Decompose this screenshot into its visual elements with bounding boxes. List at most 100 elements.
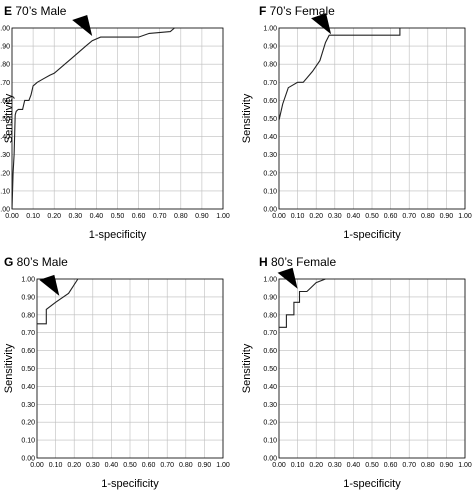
y-tick-label: 0.20	[0, 170, 10, 177]
x-tick-label: 0.90	[440, 213, 454, 220]
x-tick-label: 0.70	[402, 213, 416, 220]
y-tick-label: 0.50	[263, 116, 277, 123]
y-tick-label: 0.50	[21, 366, 35, 373]
panel-letter: G	[4, 255, 17, 269]
plot-frame	[36, 278, 224, 459]
x-tick-label: 0.40	[347, 213, 361, 220]
x-tick-label: 0.70	[160, 462, 174, 469]
y-tick-label: 0.40	[263, 384, 277, 391]
y-tick-label: 0.30	[263, 152, 277, 159]
y-tick-label: 0.70	[263, 80, 277, 87]
panel-title: 70’s Female	[270, 4, 335, 18]
y-tick-label: 0.00	[0, 207, 10, 214]
x-tick-label: 0.20	[309, 462, 323, 469]
y-tick-label: 0.40	[21, 384, 35, 391]
y-tick-label: 0.90	[263, 44, 277, 51]
x-tick-label: 0.10	[26, 213, 40, 220]
x-tick-label: 0.90	[195, 213, 209, 220]
cutoff-arrow-icon	[39, 274, 60, 296]
x-tick-label: 0.60	[142, 462, 156, 469]
panel-letter: E	[4, 4, 15, 18]
x-tick-label: 0.00	[30, 462, 44, 469]
x-tick-label: 0.40	[90, 213, 104, 220]
y-tick-label: 0.80	[0, 62, 10, 69]
y-axis-title: Sensitivity	[241, 93, 253, 143]
x-tick-label: 0.20	[67, 462, 81, 469]
x-tick-label: 0.50	[111, 213, 125, 220]
y-tick-label: 0.60	[263, 98, 277, 105]
x-tick-label: 0.60	[384, 213, 398, 220]
y-tick-label: 0.80	[263, 312, 277, 319]
panel-letter: H	[259, 255, 271, 269]
x-tick-label: 0.40	[347, 462, 361, 469]
y-axis-title: Sensitivity	[3, 343, 15, 393]
panel-f: F 70’s Female 0.00 0.10 0.20 0.30 0.40 0.50 0.6…	[241, 4, 472, 241]
panel-title: 80’s Female	[271, 255, 336, 269]
y-tick-label: 0.10	[0, 188, 10, 195]
x-tick-label: 0.00	[5, 213, 19, 220]
x-tick-label: 0.80	[421, 213, 435, 220]
panel-e: E 70’s Male 0.00 0.10 0.20 0.30 0.40 0.50 0.60 0…	[0, 4, 230, 241]
plot-frame	[11, 27, 224, 210]
panel-letter: F	[259, 4, 270, 18]
roc-curve	[11, 27, 175, 210]
y-tick-label: 0.10	[263, 188, 277, 195]
y-tick-label: 0.10	[21, 438, 35, 445]
panel-heading: E 70’s Male	[4, 4, 67, 18]
y-tick-label: 0.10	[263, 438, 277, 445]
y-tick-label: 0.80	[21, 312, 35, 319]
x-tick-label: 0.30	[86, 462, 100, 469]
y-tick-label: 0.50	[0, 116, 10, 123]
y-tick-label: 0.60	[0, 98, 10, 105]
panel-title: 70’s Male	[15, 4, 66, 18]
x-tick-label: 0.40	[105, 462, 119, 469]
y-tick-label: 0.90	[263, 294, 277, 301]
x-tick-label: 1.00	[458, 213, 472, 220]
cutoff-arrow-icon	[72, 15, 93, 37]
x-tick-label: 0.90	[198, 462, 212, 469]
panel-heading: F 70’s Female	[259, 4, 335, 18]
x-tick-label: 0.50	[365, 462, 379, 469]
panel-title: 80’s Male	[17, 255, 68, 269]
y-tick-label: 1.00	[0, 26, 10, 33]
x-tick-label: 0.80	[421, 462, 435, 469]
cutoff-arrow-icon	[277, 267, 298, 289]
y-tick-label: 0.20	[21, 420, 35, 427]
y-tick-label: 0.30	[263, 402, 277, 409]
x-tick-label: 0.60	[384, 462, 398, 469]
y-tick-label: 1.00	[263, 277, 277, 284]
x-tick-label: 0.30	[328, 213, 342, 220]
x-tick-label: 0.10	[49, 462, 63, 469]
x-axis-title: 1-specificity	[101, 478, 159, 490]
panel-g: G 80’s Male 0.00 0.10 0.20 0.30 0.40 0.50 0.60 0…	[3, 255, 230, 490]
panel-h: H 80’s Female 0.00 0.10 0.20 0.30 0.40 0.50 0.6…	[241, 255, 472, 490]
y-tick-label: 1.00	[263, 26, 277, 33]
plot-frame	[278, 278, 466, 459]
y-tick-label: 0.20	[263, 420, 277, 427]
y-tick-label: 0.90	[0, 44, 10, 51]
y-tick-label: 0.40	[0, 134, 10, 141]
x-tick-label: 0.30	[68, 213, 82, 220]
x-tick-label: 0.00	[272, 213, 286, 220]
x-tick-label: 0.60	[132, 213, 146, 220]
y-tick-label: 0.70	[21, 330, 35, 337]
y-tick-label: 0.40	[263, 134, 277, 141]
cutoff-arrow-icon	[311, 13, 332, 35]
x-axis-title: 1-specificity	[89, 229, 147, 241]
roc-curve	[37, 278, 79, 325]
x-tick-label: 0.20	[47, 213, 61, 220]
panel-heading: H 80’s Female	[259, 255, 336, 269]
x-axis-title: 1-specificity	[343, 478, 401, 490]
y-tick-label: 0.50	[263, 366, 277, 373]
y-tick-label: 0.70	[263, 330, 277, 337]
y-axis-title: Sensitivity	[241, 343, 253, 393]
x-tick-label: 0.10	[291, 213, 305, 220]
y-tick-label: 0.20	[263, 170, 277, 177]
y-tick-label: 0.60	[21, 348, 35, 355]
x-tick-label: 0.00	[272, 462, 286, 469]
y-tick-label: 0.80	[263, 62, 277, 69]
x-tick-label: 1.00	[216, 462, 230, 469]
x-tick-label: 1.00	[458, 462, 472, 469]
x-tick-label: 0.50	[123, 462, 137, 469]
